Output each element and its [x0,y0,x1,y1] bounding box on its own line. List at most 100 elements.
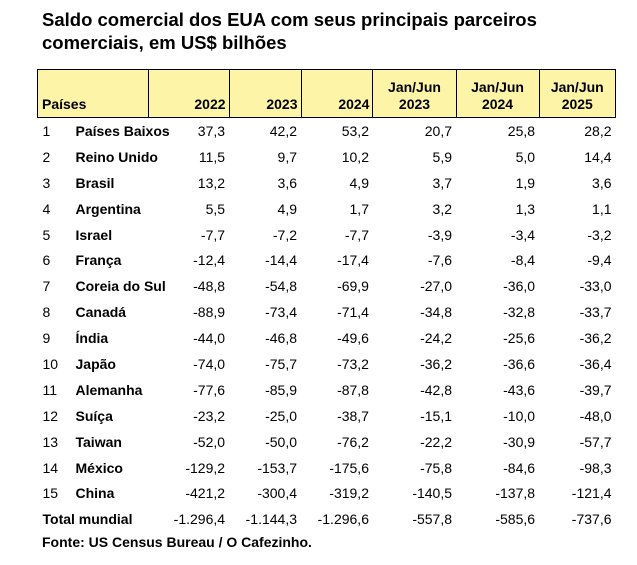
header-country: Países [37,69,149,118]
row-rank-and-country: 9 Índia [38,325,149,351]
row-value-col-3: -38,7 [337,407,369,424]
row-value-col-4: 5,9 [432,148,453,165]
header-janjun-2025-line1: Jan/Jun [550,79,604,95]
row-rank: 3 [42,174,51,191]
header-janjun-2023: Jan/Jun 2023 [372,69,457,118]
row-value-col-1: 5,5 [205,200,226,217]
row-country: Coreia do Sul [75,278,166,295]
row-rank-and-country: 14 México [38,455,149,481]
row-value-col-3: 10,2 [341,148,369,165]
row-value-col-1: -48,8 [193,278,226,295]
row-country: Índia [75,330,109,347]
row-value-col-5: 25,8 [507,122,536,139]
row-value-col-2: -300,4 [257,485,298,502]
row-value-col-1: 11,5 [198,148,226,165]
row-value-col-3: 53,2 [341,122,369,139]
total-value-col-4: -557,8 [412,511,453,528]
row-value-col-2: -153,7 [257,459,298,476]
row-value-col-4: -15,1 [420,407,453,424]
row-value-col-5: -43,6 [503,381,536,398]
row-value-col-2: 3,6 [277,174,298,191]
row-value-col-2: -25,0 [265,407,298,424]
row-value-col-3: -73,2 [337,355,369,372]
row-country: Alemanha [75,381,143,398]
total-value-col-1: -1.296,4 [173,511,226,528]
row-value-col-3: -319,2 [329,485,369,502]
row-value-col-6: -36,2 [579,330,612,347]
row-value-col-1: -88,9 [193,304,226,321]
total-value-col-6: -737,6 [571,511,612,528]
row-rank-and-country: 13 Taiwan [38,429,149,455]
table-row: 13 Taiwan -52,0 -50,0 -76,2 -22,2 -30,9 -57,7 [38,429,616,455]
table-row: 3 Brasil 13,2 3,6 4,9 3,7 1,9 3,6 [38,170,616,196]
table-total-row: Total mundial -1.296,4 -1.144,3 -1.296,6 -55… [38,506,616,532]
row-value-col-5: -36,6 [503,355,536,372]
row-country: Taiwan [75,433,122,450]
page-title: Saldo comercial dos EUA com seus princip… [42,8,632,54]
row-country: Canadá [75,304,127,321]
row-value-col-3: -76,2 [337,433,369,450]
row-value-col-2: 9,7 [277,148,298,165]
row-value-col-4: -34,8 [420,304,453,321]
row-rank: 1 [42,122,51,139]
row-value-col-6: -9,4 [587,252,612,269]
row-rank-and-country: 15 China [38,480,149,506]
row-value-col-6: -33,0 [579,278,612,295]
row-value-col-2: -14,4 [265,252,298,269]
row-value-col-1: -7,7 [200,226,226,243]
row-rank: 12 [42,407,59,424]
table-body: 1 Países Baixos 37,3 42,2 53,2 20,7 25,8 28,2 2 R… [38,118,616,533]
table-row: 2 Reino Unido 11,5 9,7 10,2 5,9 5,0 14,4 [38,144,616,170]
total-value-col-3: -1.296,6 [317,511,369,528]
row-value-col-4: 3,7 [432,174,453,191]
table-row: 5 Israel -7,7 -7,2 -7,7 -3,9 -3,4 -3,2 [38,222,616,248]
row-country: França [75,252,122,269]
row-value-col-6: -36,4 [579,355,612,372]
row-value-col-3: -71,4 [337,304,369,321]
row-rank: 11 [42,381,58,398]
row-value-col-5: 5,0 [515,148,536,165]
source-note: Fonte: US Census Bureau / O Cafezinho. [42,534,312,550]
row-value-col-5: -25,6 [503,330,536,347]
header-2024: 2024 [300,69,374,118]
table-row: 12 Suíça -23,2 -25,0 -38,7 -15,1 -10,0 -48,0 [38,403,616,429]
row-value-col-2: -50,0 [265,433,298,450]
table-row: 9 Índia -44,0 -46,8 -49,6 -24,2 -25,6 -36,2 [38,325,616,351]
row-value-col-5: -8,4 [510,252,536,269]
total-value-col-5: -585,6 [495,511,536,528]
row-value-col-6: 1,1 [592,200,612,217]
row-value-col-5: -30,9 [503,433,536,450]
row-rank: 15 [42,485,59,502]
row-value-col-1: -77,6 [193,381,226,398]
row-value-col-4: -3,9 [427,226,453,243]
row-value-col-4: 3,2 [432,200,453,217]
row-value-col-1: -74,0 [193,355,226,372]
row-country: Suíça [75,407,113,424]
table-header-row: Países 2022 2023 2024 Jan/Jun 2023 Jan/Ju… [37,69,617,118]
row-value-col-6: -98,3 [579,459,612,476]
row-value-col-4: -27,0 [420,278,453,295]
row-country: Japão [75,355,116,372]
trade-balance-table: Países 2022 2023 2024 Jan/Jun 2023 Jan/Ju… [37,69,617,533]
header-janjun-2024-line2: 2024 [481,96,514,112]
row-value-col-3: 1,7 [349,200,369,217]
row-value-col-4: -75,8 [420,459,453,476]
row-country: Reino Unido [75,148,158,165]
row-rank: 8 [42,304,51,321]
row-rank-and-country: 2 Reino Unido [38,144,158,170]
table-row: 14 México -129,2 -153,7 -175,6 -75,8 -84,6 -98,… [38,455,616,481]
row-rank-and-country: 5 Israel [38,222,149,248]
row-rank: 5 [42,226,51,243]
row-value-col-6: 14,4 [584,148,612,165]
row-value-col-5: 1,9 [515,174,536,191]
row-value-col-2: -54,8 [265,278,298,295]
header-janjun-2023-line2: 2023 [398,96,431,112]
header-janjun-2023-line1: Jan/Jun [388,79,441,95]
row-value-col-4: -36,2 [420,355,453,372]
title-line-1: Saldo comercial dos EUA com seus princip… [42,9,537,30]
row-value-col-3: -17,4 [337,252,369,269]
title-line-2: comerciais, em US$ bilhões [42,32,287,53]
table-row: 6 França -12,4 -14,4 -17,4 -7,6 -8,4 -9,4 [38,247,616,273]
row-rank: 6 [42,252,51,269]
row-rank-and-country: 7 Coreia do Sul [38,273,166,299]
